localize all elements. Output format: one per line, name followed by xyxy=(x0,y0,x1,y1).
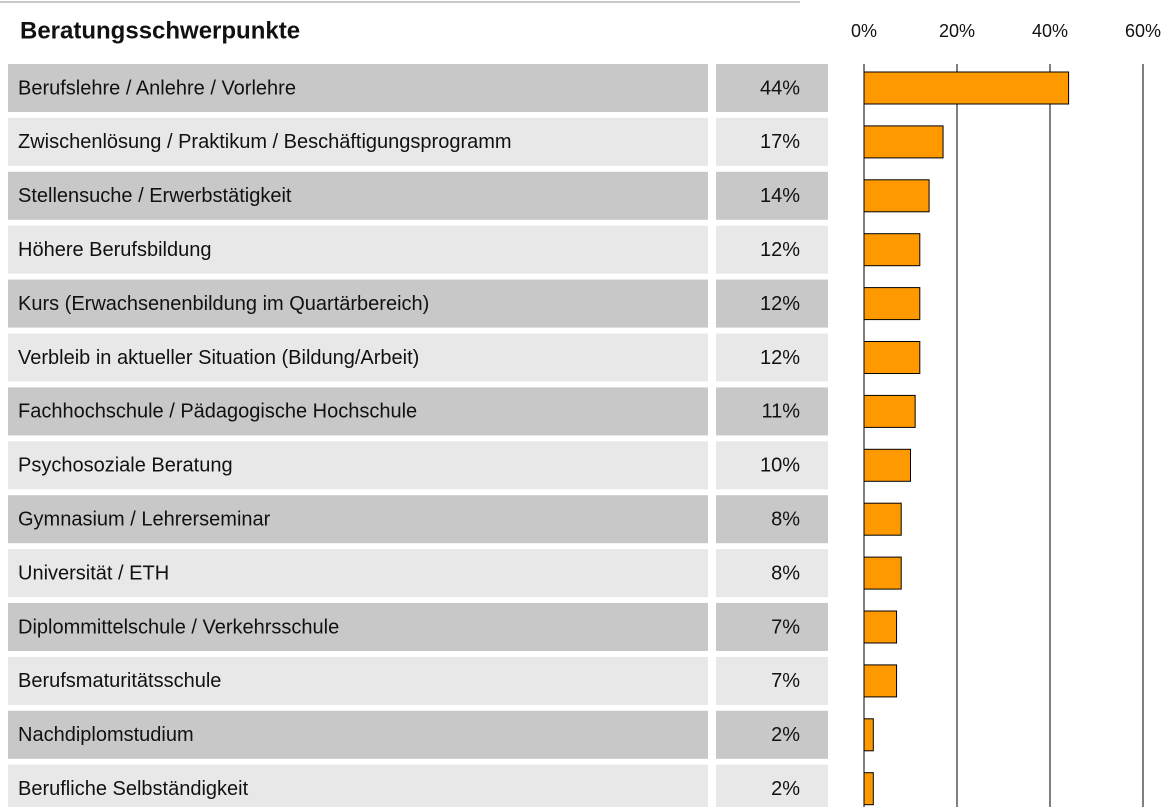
value-label: 44% xyxy=(760,77,800,99)
category-label: Berufslehre / Anlehre / Vorlehre xyxy=(18,77,296,99)
x-tick-label: 60% xyxy=(1125,21,1161,41)
bar xyxy=(863,341,921,374)
bar xyxy=(863,556,902,590)
category-label: Berufsmaturitätsschule xyxy=(18,670,221,692)
bar xyxy=(863,125,944,159)
category-label: Kurs (Erwachsenenbildung im Quartärberei… xyxy=(18,293,429,315)
value-cell xyxy=(716,64,828,112)
value-label: 12% xyxy=(760,347,800,369)
bar xyxy=(863,772,874,806)
value-cell xyxy=(716,171,828,220)
bar xyxy=(863,233,921,267)
label-cell xyxy=(8,603,708,651)
value-cell xyxy=(716,117,828,166)
value-label: 10% xyxy=(760,455,800,477)
value-cell xyxy=(716,656,828,705)
label-cell xyxy=(8,279,708,328)
label-cell xyxy=(8,387,708,436)
value-cell xyxy=(716,764,828,807)
value-label: 14% xyxy=(760,185,800,207)
x-tick-label: 0% xyxy=(851,21,877,41)
bar xyxy=(863,718,874,752)
chart-title: Beratungsschwerpunkte xyxy=(20,17,300,44)
value-label: 17% xyxy=(760,131,800,153)
label-cell xyxy=(8,333,708,382)
value-cell xyxy=(716,710,828,759)
label-cell xyxy=(8,656,708,705)
bar xyxy=(863,502,902,536)
value-label: 12% xyxy=(760,293,800,315)
value-label: 7% xyxy=(771,670,800,692)
label-cell xyxy=(8,495,708,544)
category-label: Verbleib in aktueller Situation (Bildung… xyxy=(18,347,419,369)
category-label: Fachhochschule / Pädagogische Hochschule xyxy=(18,401,417,423)
value-label: 12% xyxy=(760,239,800,261)
label-cell xyxy=(8,225,708,274)
value-cell xyxy=(716,333,828,382)
value-cell xyxy=(716,441,828,490)
value-cell xyxy=(716,549,828,598)
value-label: 2% xyxy=(771,778,800,800)
category-label: Stellensuche / Erwerbstätigkeit xyxy=(18,185,292,207)
value-label: 11% xyxy=(761,401,800,423)
x-tick-label: 20% xyxy=(939,21,975,41)
value-label: 7% xyxy=(771,616,800,638)
category-label: Psychosoziale Beratung xyxy=(18,455,233,477)
value-cell xyxy=(716,387,828,436)
bar xyxy=(863,287,921,321)
category-label: Berufliche Selbständigkeit xyxy=(18,778,249,800)
value-cell xyxy=(716,495,828,544)
category-label: Diplommittelschule / Verkehrsschule xyxy=(18,616,339,638)
label-cell xyxy=(8,64,708,112)
value-label: 8% xyxy=(771,562,800,584)
value-label: 8% xyxy=(771,508,800,530)
value-cell xyxy=(716,279,828,328)
label-cell xyxy=(8,171,708,220)
category-label: Gymnasium / Lehrerseminar xyxy=(18,508,271,530)
category-label: Zwischenlösung / Praktikum / Beschäftigu… xyxy=(18,131,512,153)
category-label: Nachdiplomstudium xyxy=(18,724,194,746)
label-cell xyxy=(8,441,708,490)
bar xyxy=(863,394,916,428)
label-cell xyxy=(8,710,708,759)
bar xyxy=(863,448,911,482)
bar xyxy=(863,664,898,698)
bar xyxy=(863,610,898,644)
value-cell xyxy=(716,603,828,651)
label-cell xyxy=(8,549,708,598)
value-cell xyxy=(716,225,828,274)
label-cell xyxy=(8,117,708,166)
category-label: Höhere Berufsbildung xyxy=(18,239,211,261)
bar xyxy=(863,179,930,213)
x-tick-label: 40% xyxy=(1032,21,1068,41)
value-label: 2% xyxy=(771,724,800,746)
bar xyxy=(863,71,1070,105)
label-cell xyxy=(8,764,708,807)
category-label: Universität / ETH xyxy=(18,562,169,584)
